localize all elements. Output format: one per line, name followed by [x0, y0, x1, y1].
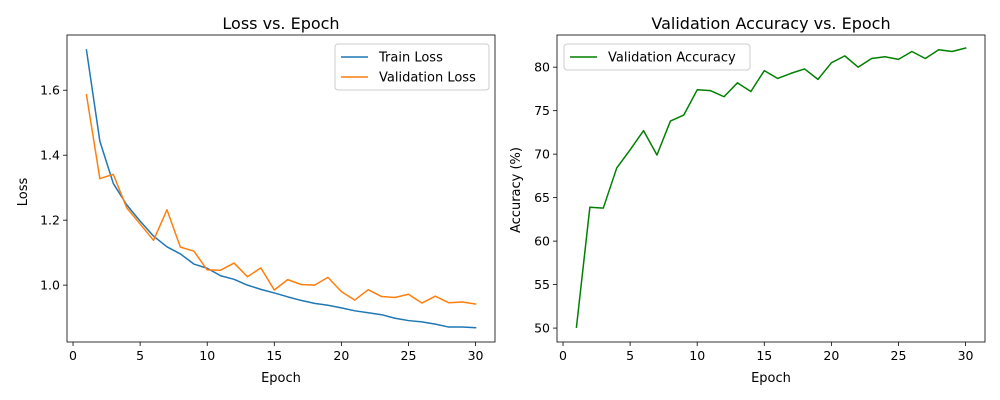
- accuracy-x-tick-label: 5: [626, 348, 634, 363]
- loss-x-tick-label: 25: [401, 348, 417, 363]
- accuracy-y-tick-label: 65: [534, 190, 550, 205]
- loss-y-tick-label: 1.0: [40, 278, 60, 293]
- accuracy-x-tick-label: 25: [891, 348, 907, 363]
- accuracy-x-tick-label: 10: [689, 348, 705, 363]
- accuracy-chart-xlabel: Epoch: [751, 371, 791, 386]
- accuracy-x-tick-label: 15: [756, 348, 772, 363]
- loss-y-tick-label: 1.4: [40, 148, 60, 163]
- loss-x-tick-label: 5: [136, 348, 144, 363]
- accuracy-y-tick-label: 80: [534, 60, 550, 75]
- loss-x-tick-label: 20: [333, 348, 349, 363]
- accuracy-y-tick-label: 75: [534, 103, 550, 118]
- loss-chart-xlabel: Epoch: [261, 371, 301, 386]
- loss-chart-title: Loss vs. Epoch: [222, 14, 339, 33]
- accuracy-y-tick-label: 55: [534, 277, 550, 292]
- loss-y-tick-label: 1.2: [40, 213, 60, 228]
- accuracy-x-tick-label: 30: [958, 348, 974, 363]
- loss-x-tick-label: 10: [199, 348, 215, 363]
- accuracy-chart-title: Validation Accuracy vs. Epoch: [651, 14, 890, 33]
- loss-x-tick-label: 0: [69, 348, 77, 363]
- accuracy-chart-ylabel: Accuracy (%): [509, 147, 524, 233]
- loss-legend-label-1: Train Loss: [378, 51, 443, 66]
- loss-x-tick-label: 30: [468, 348, 484, 363]
- accuracy-x-tick-label: 20: [823, 348, 839, 363]
- accuracy-y-tick-label: 70: [534, 147, 550, 162]
- loss-legend-label-2: Validation Loss: [379, 71, 476, 86]
- accuracy-legend-label-1: Validation Accuracy: [608, 51, 736, 66]
- loss-chart-ylabel: Loss: [16, 178, 31, 207]
- accuracy-y-tick-label: 50: [534, 321, 550, 336]
- loss-x-tick-label: 15: [266, 348, 282, 363]
- accuracy-x-tick-label: 0: [559, 348, 567, 363]
- accuracy-y-tick-label: 60: [534, 234, 550, 249]
- loss-y-tick-label: 1.6: [40, 83, 60, 98]
